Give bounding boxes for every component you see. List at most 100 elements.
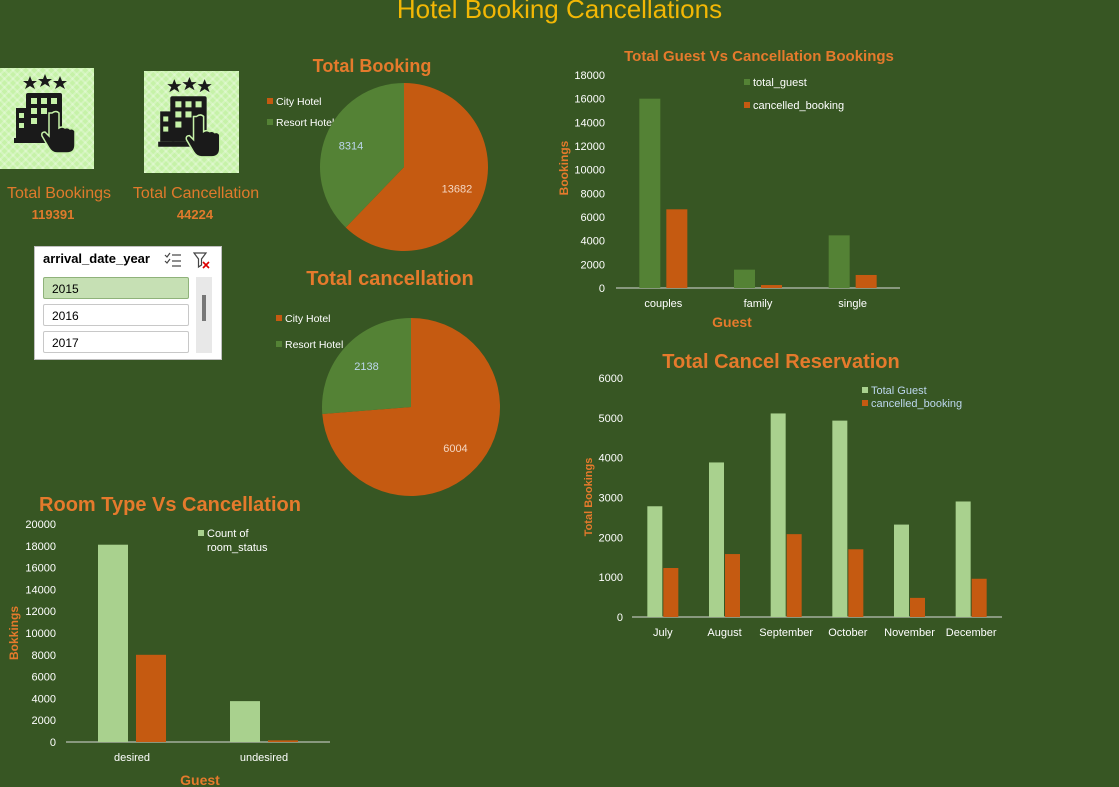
y-tick-label: 18000 [574,70,605,82]
y-tick-label: 20000 [25,519,56,531]
x-tick-label: single [838,298,867,310]
legend-label: Total Guest [871,385,927,397]
bar-october-total-guest [832,420,848,617]
y-tick-label: 18000 [25,541,56,553]
hotel-tap-icon [14,74,76,154]
x-tick-label: undesired [240,752,288,764]
bar-november-total-guest [894,524,909,617]
bar-desired-cancelled [136,654,166,742]
legend-swatch [862,387,868,393]
pie-slice-resort-hotel [322,318,411,415]
pie-slice-resort-hotel [320,83,404,228]
legend-label: City Hotel [276,96,322,108]
slicer-scroll-thumb[interactable] [202,295,206,321]
y-tick-label: 6000 [599,373,623,385]
y-tick-label: 16000 [25,563,56,575]
legend-swatch [862,400,868,406]
x-tick-label: July [653,627,673,639]
slicer-header: arrival_date_year [43,251,150,266]
y-axis-label: Total Bookings [583,458,595,537]
kpi-cancellation-value: 44224 [176,207,214,222]
bar-single-cancelled_booking [855,274,877,288]
bar-undesired-cancelled [268,740,298,742]
y-tick-label: 14000 [25,584,56,596]
y-tick-label: 14000 [574,117,605,129]
x-axis-label: Guest [180,772,220,787]
bar-undesired-count-of-room_status [230,701,260,742]
y-tick-label: 4000 [32,693,56,705]
kpi-bookings-label: Total Bookings [6,185,112,202]
kpi-bookings-value: 119391 [31,207,75,222]
legend-label: City Hotel [285,313,331,325]
y-tick-label: 6000 [32,672,56,684]
y-tick-label: 2000 [599,532,623,544]
x-tick-label: couples [644,298,682,310]
legend-swatch [276,341,282,347]
y-tick-label: 10000 [25,628,56,640]
bar-family-cancelled_booking [761,285,782,288]
bar-family-total_guest [734,269,755,288]
pie-data-label: 6004 [443,443,467,455]
x-tick-label: November [884,627,935,639]
legend-label: cancelled_booking [753,100,844,112]
bar-august-total-guest [709,462,724,617]
legend-label: cancelled_booking [871,398,962,410]
chart-title: Total Guest Vs Cancellation Bookings [624,48,894,65]
y-tick-label: 5000 [599,413,623,425]
legend-swatch [267,119,273,125]
bar-august-cancelled_booking [725,554,740,617]
bar-september-cancelled_booking [786,534,802,617]
y-tick-label: 8000 [32,650,56,662]
legend-swatch [744,102,750,108]
bar-november-cancelled_booking [910,597,925,617]
pie-slice-city-hotel [345,83,489,251]
pie-data-label: 13682 [442,183,473,195]
multi-select-icon[interactable] [164,252,182,268]
chart-title: Total Cancel Reservation [662,351,899,373]
y-tick-label: 2000 [581,259,605,271]
kpi-cancellation-label: Total Cancellation [132,185,260,202]
chart-title: Room Type Vs Cancellation [39,494,301,516]
bar-september-total-guest [770,413,786,617]
slicer-scrollbar[interactable] [196,277,212,353]
x-tick-label: September [759,627,813,639]
slicer-item-2015[interactable]: 2015 [43,277,189,299]
x-tick-label: October [828,627,867,639]
legend-swatch [267,98,273,104]
dashboard-title: Hotel Booking Cancellations [396,0,723,24]
legend-label: total_guest [753,77,807,89]
cancel-reservation-bar-chart: Total Cancel Reservation 0 1000 2000 3000 400… [583,351,1002,639]
y-tick-label: 4000 [581,236,605,248]
bar-july-total-guest [647,506,663,617]
pie-title: Total cancellation [306,268,473,290]
y-tick-label: 10000 [574,165,605,177]
slicer-item-2017[interactable]: 2017 [43,331,189,353]
pie-data-label: 2138 [354,361,378,373]
y-tick-label: 1000 [599,572,623,584]
bar-october-cancelled_booking [848,549,864,617]
bar-couples-cancelled_booking [666,209,688,288]
bar-single-total_guest [828,235,850,288]
pie-data-label: 8314 [339,141,363,153]
y-tick-label: 16000 [574,94,605,106]
slicer-item-2016[interactable]: 2016 [43,304,189,326]
year-slicer: arrival_date_year 2015 2016 2017 [34,246,222,360]
total-booking-pie-chart: Total Booking City Hotel Resort Hotel 13682… [267,56,489,251]
bar-december-total-guest [955,501,971,617]
legend-label: Resort Hotel [285,339,343,351]
kpi-cancellation-tile [144,71,239,173]
hotel-tap-icon [158,77,221,158]
legend-label: Count of [207,528,250,540]
x-tick-label: December [946,627,997,639]
y-axis-label: Bokkings [7,606,21,660]
guest-vs-cancellation-bar-chart: Total Guest Vs Cancellation Bookings 0 200… [557,48,900,330]
y-tick-label: 8000 [581,188,605,200]
x-tick-label: desired [114,752,150,764]
y-axis-label: Bookings [557,140,571,195]
clear-filter-icon[interactable] [193,252,211,270]
total-cancellation-pie-chart: Total cancellation City Hotel Resort Hotel… [276,268,500,496]
pie-slice-city-hotel [322,318,500,496]
y-tick-label: 12000 [574,141,605,153]
y-tick-label: 6000 [581,212,605,224]
legend-swatch [198,530,204,536]
